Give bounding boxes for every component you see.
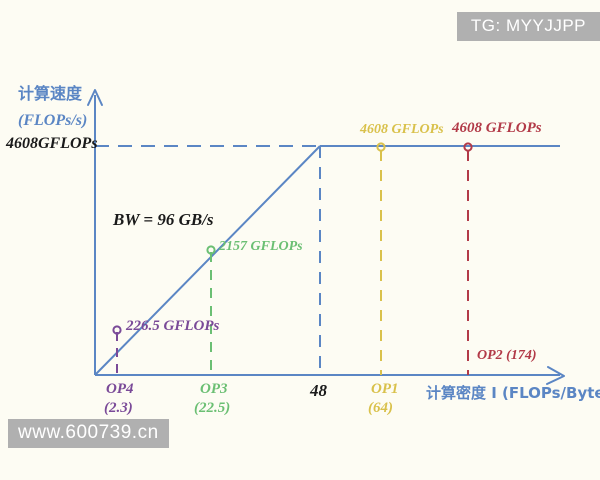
x-axis-arrow-icon [546,366,565,385]
op1-point-marker [376,142,386,152]
op1-performance-label: 4608 GFLOPs [360,122,444,137]
op3-axis-intensity: (22.5) [194,400,231,416]
x-axis-title: 计算密度 I (FLOPs/Byte) [426,384,600,402]
bandwidth-annotation: BW = 96 GB/s [113,210,214,229]
op2-performance-label: 4608 GFLOPs [452,120,542,136]
memory-bound-slope [94,145,321,376]
op2-inline-label: OP2 (174) [477,348,537,363]
y-axis-arrow-icon [87,89,103,106]
op2-point-marker [463,142,473,152]
site-watermark: www.600739.cn [8,419,169,448]
op3-axis-name: OP3 [200,381,228,397]
op3-point-marker [206,245,216,255]
y-axis-peak-value: 4608GFLOPs [6,135,98,152]
op1-axis-intensity: (64) [368,400,393,416]
op4-axis-name: OP4 [106,381,134,397]
ridge-tick-label: 48 [310,381,327,400]
op1-axis-name: OP1 [371,381,399,397]
op4-point-marker [112,325,122,335]
y-axis-unit: (FLOPs/s) [18,112,88,129]
y-axis-title: 计算速度 [18,84,83,103]
op3-performance-label: 2157 GFLOPs [219,239,303,254]
op4-performance-label: 226.5 GFLOPs [126,318,220,334]
telegram-watermark: TG: MYYJJPP [456,12,600,41]
op4-axis-intensity: (2.3) [104,400,133,416]
